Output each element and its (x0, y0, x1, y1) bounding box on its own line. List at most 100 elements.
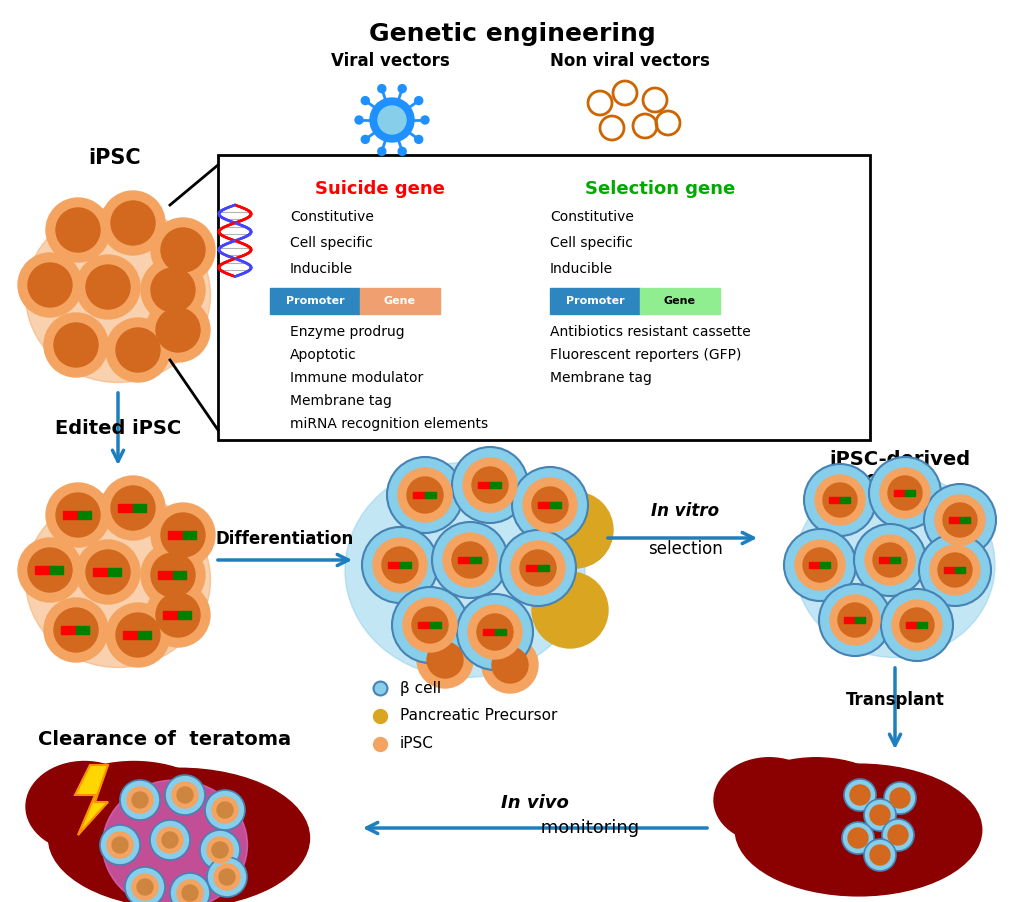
Circle shape (165, 775, 205, 815)
Text: Antibiotics resistant cassette: Antibiotics resistant cassette (550, 325, 751, 339)
Circle shape (146, 583, 210, 647)
Bar (905, 490, 915, 496)
Circle shape (881, 589, 953, 661)
Circle shape (452, 447, 528, 523)
Circle shape (111, 486, 155, 530)
Circle shape (869, 457, 941, 529)
Circle shape (888, 476, 922, 510)
Circle shape (819, 584, 891, 656)
Bar (640, 288, 720, 314)
Circle shape (784, 529, 856, 601)
Circle shape (151, 218, 215, 282)
Circle shape (854, 524, 926, 596)
Text: Viral vectors: Viral vectors (331, 52, 450, 70)
Bar (78, 511, 91, 519)
Ellipse shape (731, 758, 901, 860)
Circle shape (161, 228, 205, 272)
Bar (360, 288, 440, 314)
Ellipse shape (26, 207, 211, 382)
Circle shape (106, 318, 170, 382)
Circle shape (382, 547, 418, 583)
Circle shape (151, 503, 215, 567)
Bar (61, 626, 76, 634)
Bar (490, 482, 501, 488)
Text: monitoring: monitoring (535, 819, 639, 837)
Bar (550, 288, 640, 314)
Circle shape (182, 885, 198, 901)
Circle shape (101, 191, 165, 255)
Circle shape (452, 542, 488, 578)
Circle shape (132, 874, 158, 900)
Circle shape (56, 208, 100, 252)
Circle shape (207, 857, 247, 897)
Circle shape (482, 637, 538, 693)
Bar (879, 557, 890, 563)
Circle shape (838, 603, 872, 637)
Circle shape (54, 323, 98, 367)
Circle shape (361, 135, 370, 143)
Circle shape (125, 867, 165, 902)
Circle shape (873, 543, 907, 577)
Bar (526, 565, 538, 571)
Bar (855, 617, 865, 623)
Bar (418, 621, 430, 628)
Bar (218, 155, 870, 440)
Circle shape (398, 85, 407, 93)
Circle shape (392, 587, 468, 663)
Bar (50, 566, 63, 574)
Bar (894, 490, 905, 496)
Circle shape (924, 484, 996, 556)
Ellipse shape (26, 761, 143, 851)
Text: Clearance of  teratoma: Clearance of teratoma (39, 730, 292, 749)
Circle shape (387, 457, 463, 533)
Circle shape (146, 298, 210, 362)
Circle shape (882, 819, 914, 851)
Bar (413, 492, 425, 498)
Circle shape (56, 493, 100, 537)
Circle shape (157, 827, 183, 853)
Text: In vivo: In vivo (501, 794, 569, 812)
Text: selection: selection (647, 540, 722, 558)
Circle shape (532, 487, 568, 523)
Circle shape (219, 869, 234, 885)
Text: Immune modulator: Immune modulator (290, 371, 423, 385)
Circle shape (520, 550, 556, 586)
Circle shape (938, 553, 972, 587)
Bar (483, 629, 495, 635)
Bar (470, 557, 481, 563)
Circle shape (156, 308, 200, 352)
Circle shape (214, 864, 240, 890)
Circle shape (427, 642, 463, 678)
Circle shape (100, 825, 140, 865)
Circle shape (18, 538, 82, 602)
Circle shape (463, 458, 517, 512)
Ellipse shape (735, 764, 982, 896)
Bar (164, 612, 178, 619)
Circle shape (935, 495, 985, 545)
Bar (955, 567, 966, 573)
Text: β cell: β cell (400, 680, 441, 695)
Circle shape (355, 116, 362, 124)
Circle shape (468, 605, 522, 659)
Circle shape (864, 799, 896, 831)
Circle shape (870, 805, 890, 825)
Circle shape (170, 873, 210, 902)
Text: Inducible: Inducible (290, 262, 353, 276)
Circle shape (205, 790, 245, 830)
Text: Membrane tag: Membrane tag (290, 394, 392, 408)
Bar (138, 631, 152, 639)
Text: Cell specific: Cell specific (290, 236, 373, 250)
Ellipse shape (795, 473, 995, 658)
Circle shape (403, 598, 457, 652)
Bar (890, 557, 900, 563)
Circle shape (106, 603, 170, 667)
Circle shape (864, 839, 896, 871)
Circle shape (116, 328, 160, 372)
Circle shape (18, 253, 82, 317)
Bar (495, 629, 506, 635)
Circle shape (919, 534, 991, 606)
Bar (828, 497, 840, 503)
Bar (820, 562, 830, 568)
Circle shape (880, 468, 930, 518)
Text: Promoter: Promoter (565, 296, 625, 306)
